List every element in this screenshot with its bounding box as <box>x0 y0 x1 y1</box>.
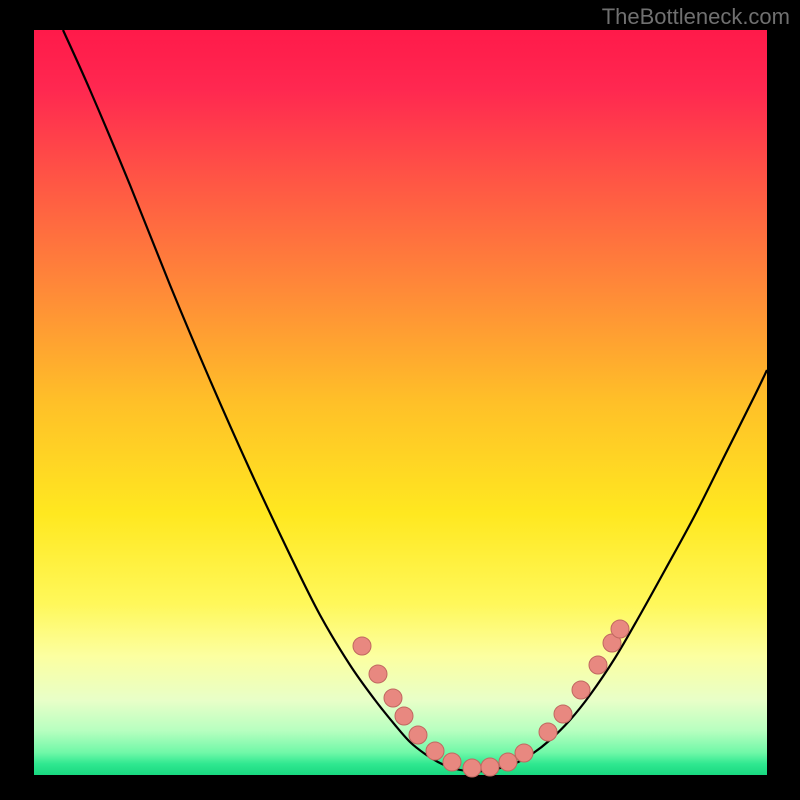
curve-marker <box>384 689 402 707</box>
chart-svg <box>0 0 800 800</box>
plot-background <box>34 30 767 775</box>
curve-marker <box>515 744 533 762</box>
curve-marker <box>353 637 371 655</box>
curve-marker <box>589 656 607 674</box>
curve-marker <box>539 723 557 741</box>
curve-marker <box>499 753 517 771</box>
curve-marker <box>572 681 590 699</box>
curve-marker <box>463 759 481 777</box>
watermark-text: TheBottleneck.com <box>602 4 790 30</box>
curve-marker <box>443 753 461 771</box>
curve-marker <box>611 620 629 638</box>
curve-marker <box>426 742 444 760</box>
curve-marker <box>369 665 387 683</box>
curve-marker <box>395 707 413 725</box>
curve-marker <box>481 758 499 776</box>
curve-marker <box>409 726 427 744</box>
bottleneck-chart: TheBottleneck.com <box>0 0 800 800</box>
curve-marker <box>554 705 572 723</box>
